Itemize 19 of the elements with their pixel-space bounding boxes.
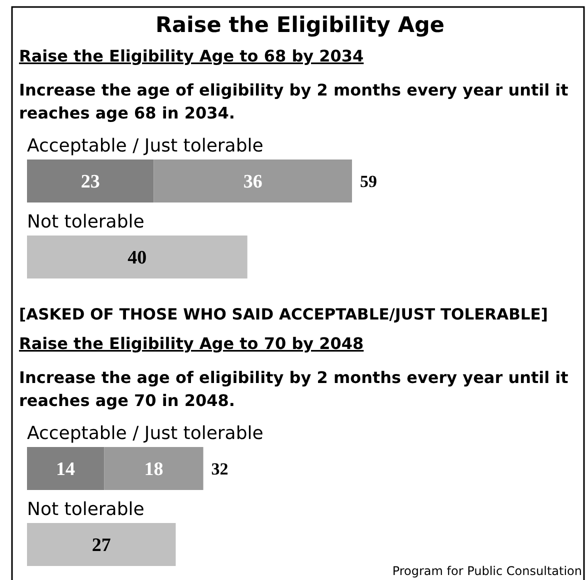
data-label: 14 (56, 459, 76, 480)
annotation: Increase the age of eligibility by 2 months every year until it reaches age 70 in 2048. (19, 368, 569, 410)
data-label: 40 (128, 248, 147, 269)
y-tick-label: Acceptable / Just tolerable (27, 423, 264, 444)
annotation: Increase the age of eligibility by 2 months every year until it reaches age 68 in 2034. (19, 80, 569, 122)
total-label: 59 (360, 172, 377, 191)
chart-title: Raise the Eligibility Age to 70 by 2048 (19, 334, 364, 353)
chart-title: Raise the Eligibility Age (155, 13, 445, 38)
data-label: 27 (92, 535, 112, 556)
text: [ASKED OF THOSE WHO SAID ACCEPTABLE/JUST TOLERABLE] (19, 306, 548, 324)
y-tick-label: Not tolerable (27, 212, 144, 232)
y-tick-label: Acceptable / Just tolerable (27, 136, 264, 156)
y-tick-label: Not tolerable (27, 499, 144, 520)
chart-subtitle: Raise the Eligibility Age to 68 by 2034 (19, 46, 364, 66)
total-label: 32 (211, 459, 228, 478)
data-label: 23 (80, 172, 100, 193)
data-label: 18 (144, 459, 164, 480)
text: Program for Public Consultation (392, 564, 582, 578)
data-label: 36 (243, 172, 262, 193)
